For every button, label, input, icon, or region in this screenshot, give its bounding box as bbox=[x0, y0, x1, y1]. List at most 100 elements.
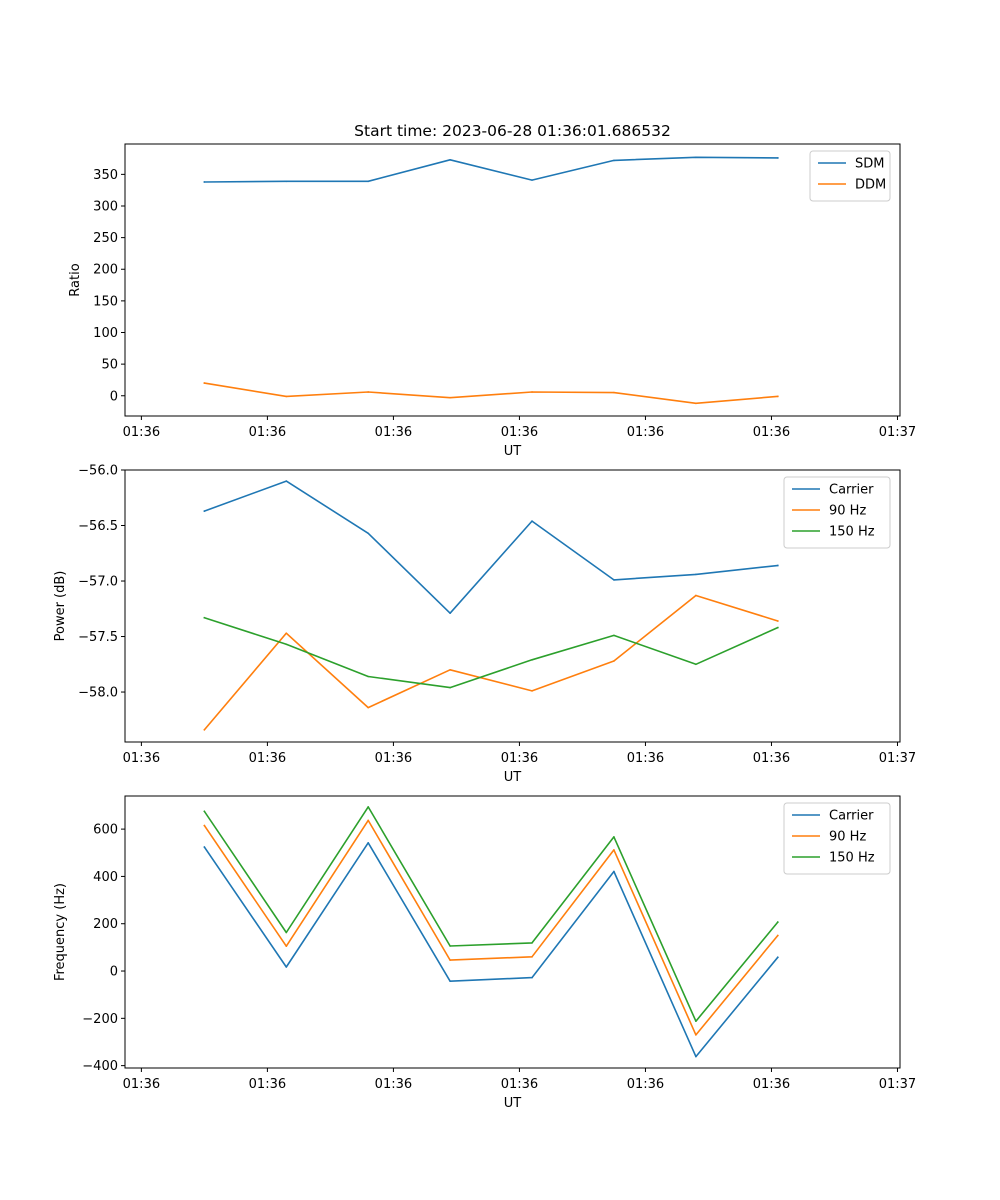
legend: Carrier 90 Hz 150 Hz bbox=[783, 802, 891, 875]
y-tick-label: −400 bbox=[82, 1059, 118, 1074]
legend-entry: Carrier bbox=[829, 483, 874, 498]
subplots: 0 50 100 150 200 250 300 350 01:36 01:36 01:36 01:3… bbox=[53, 143, 916, 1111]
y-tick-label: −58.0 bbox=[78, 686, 118, 701]
y-tick-label: 200 bbox=[93, 917, 118, 932]
y-tick-label: −56.0 bbox=[78, 464, 118, 479]
legend: Carrier 90 Hz 150 Hz bbox=[783, 476, 891, 549]
y-axis-label: Frequency (Hz) bbox=[53, 883, 68, 981]
x-tick-label: 01:36 bbox=[753, 1077, 790, 1092]
series-line-ddm bbox=[203, 382, 779, 405]
series-line-sdm bbox=[203, 156, 779, 183]
legend-entry: 90 Hz bbox=[829, 830, 866, 845]
data-point bbox=[203, 846, 206, 848]
y-tick-label: −200 bbox=[82, 1012, 118, 1027]
legend-entry: 150 Hz bbox=[829, 851, 875, 866]
x-tick-label: 01:37 bbox=[879, 425, 916, 440]
x-tick-label: 01:36 bbox=[375, 1077, 412, 1092]
series-line-carrier bbox=[203, 841, 779, 1058]
data-point bbox=[449, 612, 451, 615]
y-tick-label: 600 bbox=[93, 823, 118, 838]
data-point bbox=[203, 616, 206, 619]
data-point bbox=[695, 402, 697, 405]
data-point bbox=[531, 690, 533, 692]
x-axis-label: UT bbox=[504, 1096, 522, 1111]
data-point bbox=[203, 728, 206, 731]
series-line-carrier bbox=[203, 480, 779, 615]
legend-entry: Carrier bbox=[829, 809, 874, 824]
data-point bbox=[285, 931, 288, 934]
data-point bbox=[203, 181, 206, 183]
x-tick-label: 01:36 bbox=[249, 425, 286, 440]
data-point bbox=[613, 159, 615, 162]
y-tick-label: −56.5 bbox=[78, 519, 118, 534]
data-point bbox=[449, 945, 451, 947]
y-tick-label: 350 bbox=[93, 168, 118, 183]
data-point bbox=[449, 669, 451, 671]
y-tick-label: −57.5 bbox=[78, 630, 118, 645]
x-tick-label: 01:36 bbox=[249, 751, 286, 766]
data-point bbox=[695, 1020, 697, 1022]
x-tick-label: 01:36 bbox=[627, 1077, 664, 1092]
data-point bbox=[449, 686, 451, 689]
data-point bbox=[776, 157, 779, 159]
data-point bbox=[367, 675, 370, 678]
data-point bbox=[776, 395, 779, 398]
y-tick-label: 0 bbox=[110, 965, 118, 980]
data-point bbox=[531, 956, 533, 958]
data-point bbox=[285, 632, 288, 634]
x-tick-label: 01:36 bbox=[753, 425, 790, 440]
x-axis-label: UT bbox=[504, 770, 522, 785]
data-point bbox=[449, 159, 451, 161]
x-tick-label: 01:36 bbox=[123, 425, 160, 440]
x-tick-label: 01:36 bbox=[753, 751, 790, 766]
x-axis-label: UT bbox=[504, 444, 522, 459]
axes-frame bbox=[124, 469, 901, 743]
x-tick-label: 01:36 bbox=[501, 751, 538, 766]
subplot-1: 0 50 100 150 200 250 300 350 01:36 01:36 01:36 01:3… bbox=[68, 143, 916, 459]
data-point bbox=[695, 1055, 697, 1058]
x-tick-label: 01:37 bbox=[879, 1077, 916, 1092]
y-axis-label: Power (dB) bbox=[53, 571, 68, 642]
data-point bbox=[776, 564, 779, 567]
data-point bbox=[285, 643, 288, 646]
series-line-150-hz bbox=[203, 616, 779, 689]
data-point bbox=[285, 180, 288, 183]
data-point bbox=[367, 706, 370, 709]
data-point bbox=[613, 579, 615, 581]
data-point bbox=[531, 520, 533, 522]
y-tick-label: 50 bbox=[101, 358, 118, 373]
data-point bbox=[613, 836, 615, 838]
legend-entry: 150 Hz bbox=[829, 525, 875, 540]
x-tick-label: 01:36 bbox=[375, 751, 412, 766]
x-tick-label: 01:36 bbox=[249, 1077, 286, 1092]
data-point bbox=[776, 626, 779, 629]
series-line-90-hz bbox=[203, 819, 779, 1036]
y-tick-label: 0 bbox=[110, 389, 118, 404]
data-point bbox=[285, 480, 288, 482]
data-point bbox=[531, 942, 533, 944]
data-point bbox=[531, 179, 533, 181]
data-point bbox=[367, 806, 370, 808]
y-tick-label: 100 bbox=[93, 326, 118, 341]
data-point bbox=[285, 395, 288, 398]
x-tick-label: 01:36 bbox=[123, 1077, 160, 1092]
x-tick-label: 01:36 bbox=[501, 425, 538, 440]
data-point bbox=[367, 391, 370, 393]
data-point bbox=[613, 849, 615, 851]
data-point bbox=[285, 966, 288, 968]
chart-title: Start time: 2023-06-28 01:36:01.686532 bbox=[354, 122, 671, 140]
data-point bbox=[531, 659, 533, 661]
legend: SDM DDM bbox=[809, 150, 891, 202]
subplot-3: −400 −200 0 200 400 600 01:36 01:36 01:36 01:36 01… bbox=[53, 795, 916, 1111]
y-tick-label: −57.0 bbox=[78, 575, 118, 590]
data-point bbox=[531, 976, 533, 979]
data-point bbox=[695, 1034, 697, 1036]
data-point bbox=[367, 819, 370, 822]
data-point bbox=[776, 620, 779, 622]
y-tick-label: 200 bbox=[93, 263, 118, 278]
legend-entry: DDM bbox=[855, 178, 886, 193]
axes-frame bbox=[124, 143, 901, 417]
data-point bbox=[449, 980, 451, 982]
y-tick-label: 300 bbox=[93, 199, 118, 214]
x-tick-label: 01:37 bbox=[879, 751, 916, 766]
